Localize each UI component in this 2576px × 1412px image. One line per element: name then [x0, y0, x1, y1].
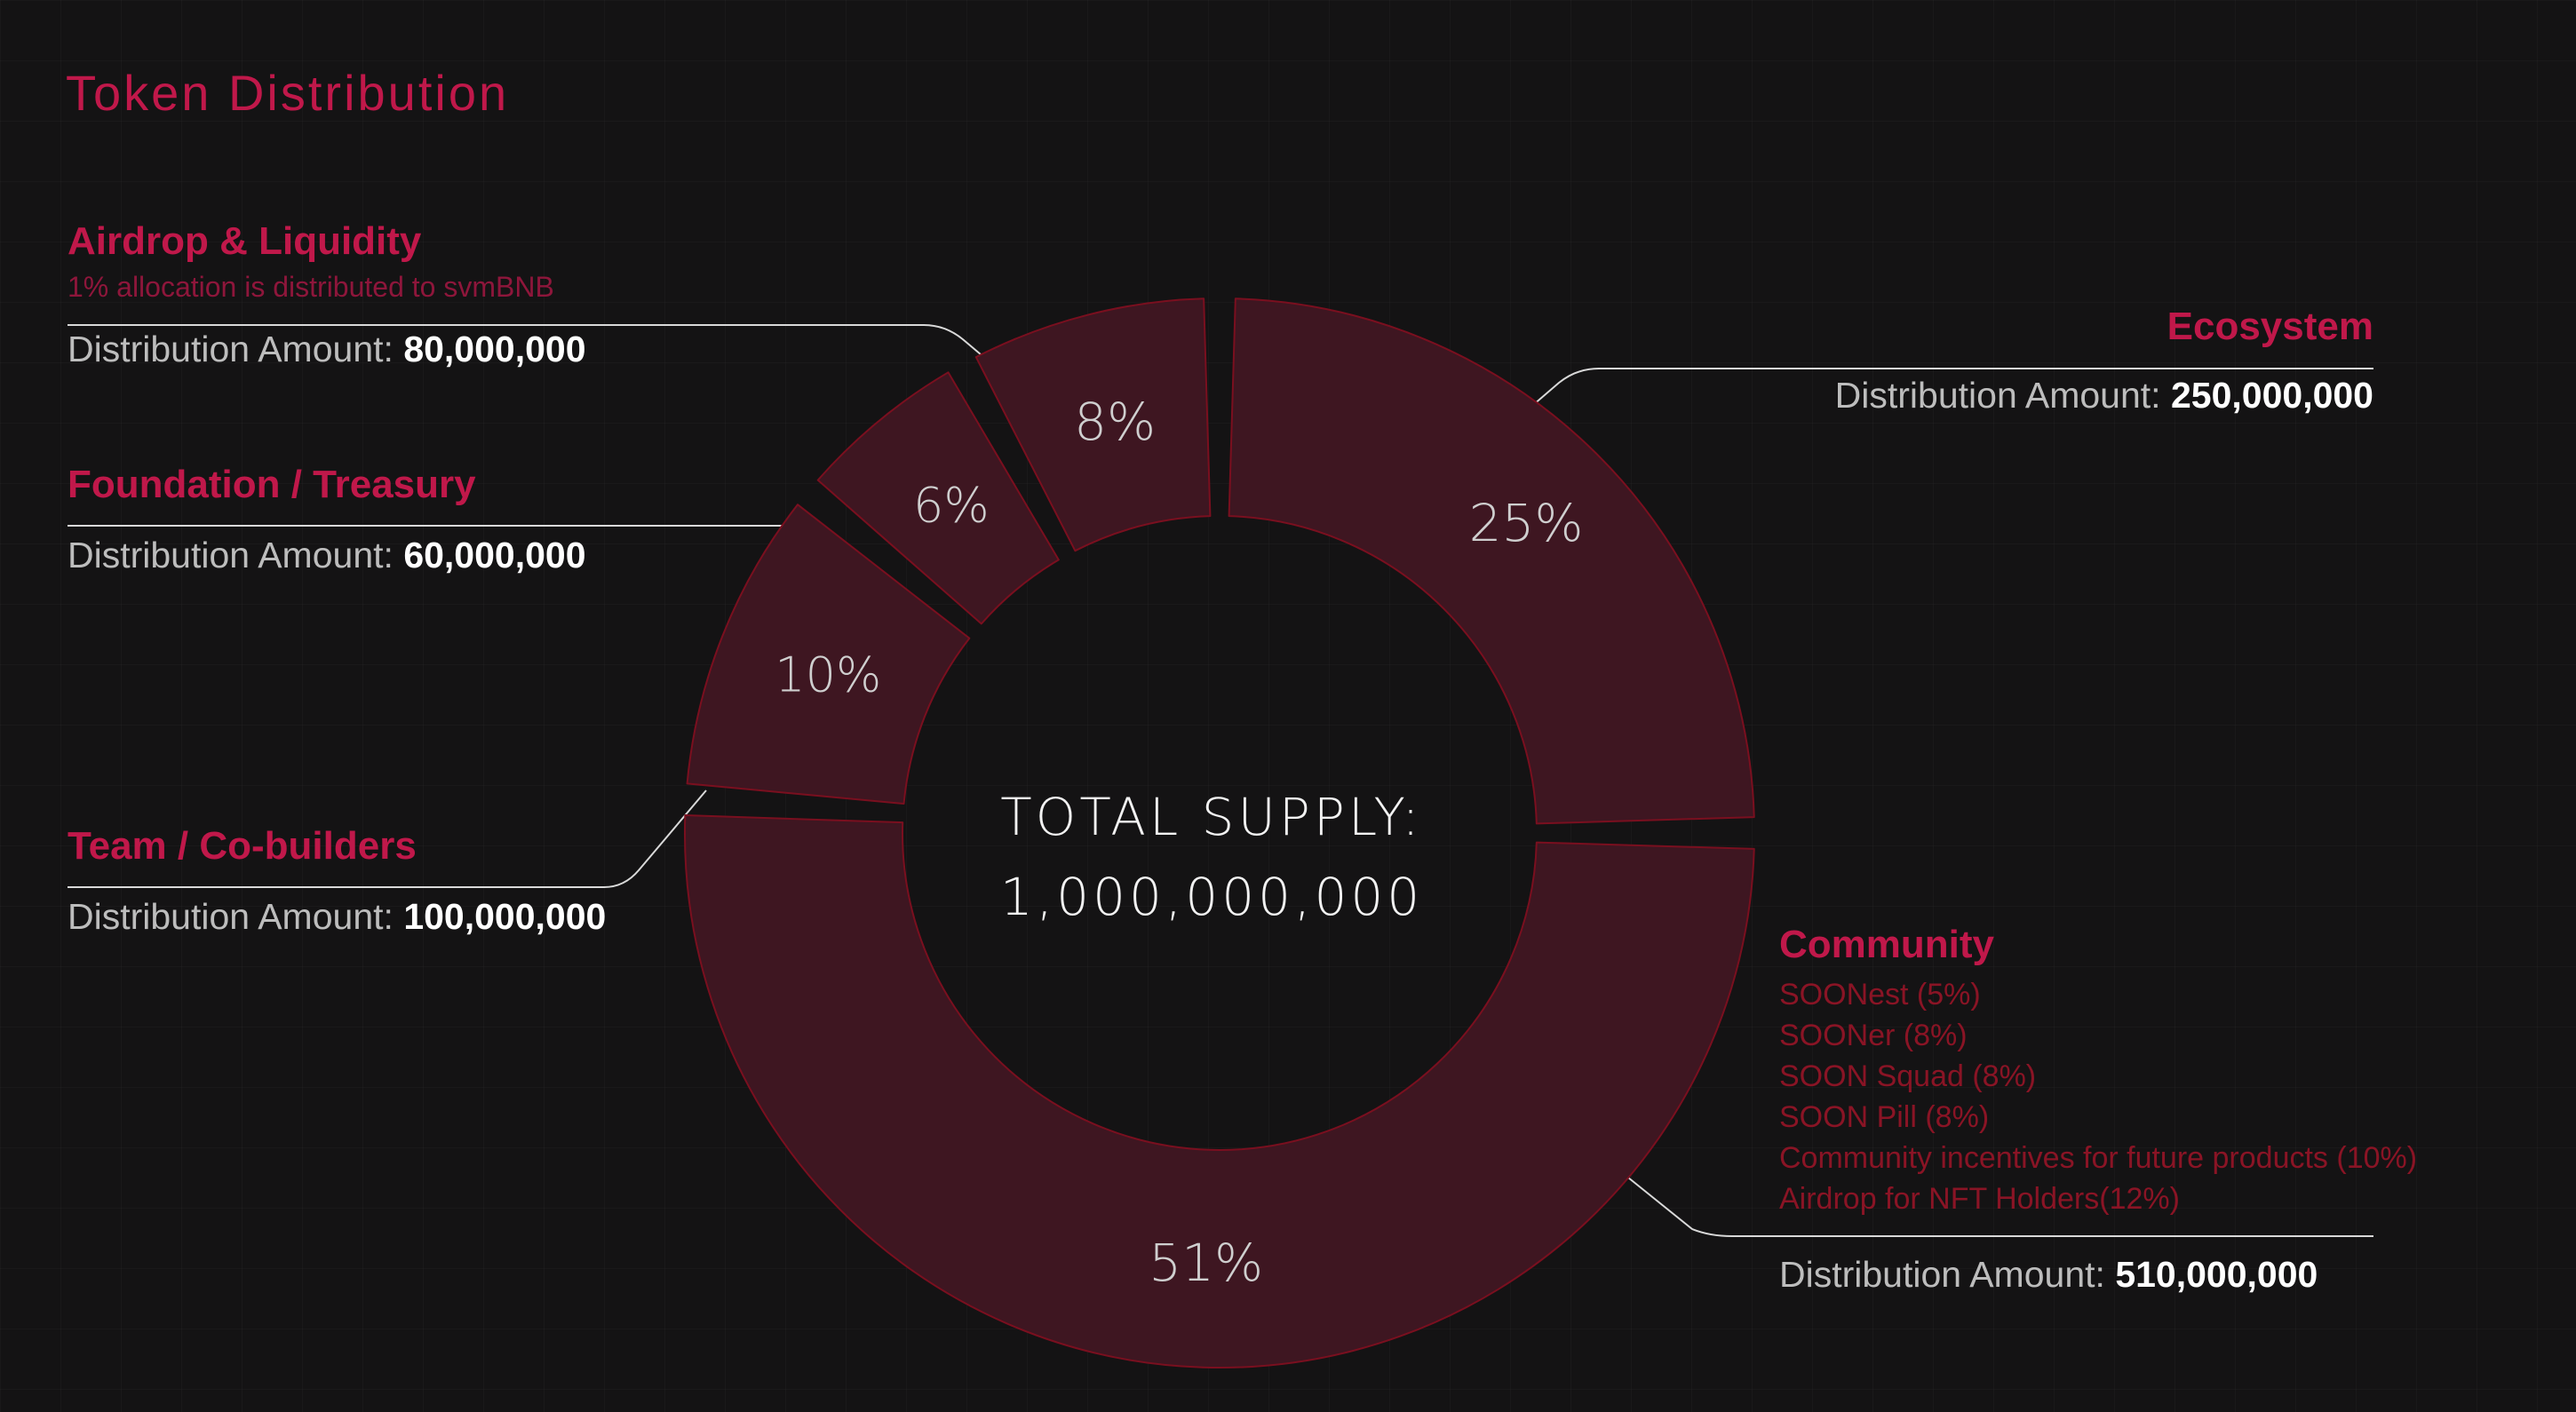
amount-value: 100,000,000 [403, 896, 607, 937]
list-item: Community incentives for future products… [1779, 1141, 2418, 1175]
slice-labels: 25% 51% 10% 6% 8% [775, 392, 1583, 1293]
slice-label: 10% [775, 647, 881, 702]
segment-airdrop-name: Airdrop & Liquidity [68, 219, 422, 263]
list-item: SOON Squad (8%) [1779, 1059, 2037, 1093]
amount-prefix: Distribution Amount: [68, 896, 394, 937]
total-supply: TOTAL SUPPLY: 1,000,000,000 [945, 777, 1478, 937]
community-breakdown-list: SOONest (5%) SOONer (8%) SOON Squad (8%)… [1779, 974, 2417, 1219]
amount-prefix: Distribution Amount: [68, 535, 394, 575]
page-title: Token Distribution [66, 65, 510, 121]
list-item: Airdrop for NFT Holders(12%) [1779, 1182, 2180, 1216]
segment-airdrop-note: 1% allocation is distributed to svmBNB [68, 271, 554, 303]
segment-ecosystem: Ecosystem Distribution Amount: 250,000,0… [1835, 302, 2373, 417]
segment-team: Team / Co-builders Distribution Amount: … [68, 821, 606, 939]
list-item: SOON Pill (8%) [1779, 1100, 1990, 1134]
amount-value: 60,000,000 [403, 535, 586, 575]
segment-airdrop-amount: Distribution Amount: 80,000,000 [68, 328, 586, 371]
slice-label: 8% [1074, 392, 1156, 452]
list-item: SOONest (5%) [1779, 978, 1981, 1011]
connector-community [1627, 1177, 2373, 1237]
segment-team-amount: Distribution Amount: 100,000,000 [68, 895, 606, 939]
amount-value: 250,000,000 [2170, 375, 2373, 416]
segment-foundation-amount: Distribution Amount: 60,000,000 [68, 534, 586, 577]
connector-ecosystem [1507, 368, 2373, 428]
list-item: SOONer (8%) [1779, 1019, 1968, 1052]
slice-airdrop-liquidity [974, 297, 1212, 552]
amount-prefix: Distribution Amount: [68, 329, 394, 369]
segment-community-name: Community [1779, 923, 1994, 966]
slice-label: 6% [913, 478, 990, 534]
amount-prefix: Distribution Amount: [1779, 1254, 2105, 1295]
segment-ecosystem-name: Ecosystem [2167, 305, 2373, 348]
segment-team-name: Team / Co-builders [68, 824, 417, 868]
amount-value: 510,000,000 [2115, 1254, 2318, 1295]
slice-ecosystem [1228, 297, 1755, 825]
segment-community-amount: Distribution Amount: 510,000,000 [1779, 1253, 2417, 1297]
slice-foundation-treasury [816, 371, 1060, 625]
segment-community: Community SOONest (5%) SOONer (8%) SOON … [1779, 920, 2417, 1297]
connector-team [68, 789, 707, 888]
amount-prefix: Distribution Amount: [1834, 375, 2161, 416]
slice-label: 51% [1149, 1233, 1263, 1293]
segment-foundation-name: Foundation / Treasury [68, 463, 476, 506]
slices [683, 297, 1755, 1369]
total-supply-label: TOTAL SUPPLY: [1000, 787, 1423, 847]
segment-ecosystem-amount: Distribution Amount: 250,000,000 [1835, 374, 2373, 417]
slice-team-co-builders [686, 504, 971, 805]
segment-foundation: Foundation / Treasury Distribution Amoun… [68, 460, 586, 577]
connector-airdrop [68, 324, 1016, 385]
amount-value: 80,000,000 [403, 329, 586, 369]
slice-community [683, 814, 1755, 1369]
slice-label: 25% [1469, 493, 1584, 553]
connector-lines [68, 324, 2373, 1237]
segment-airdrop: Airdrop & Liquidity 1% allocation is dis… [68, 217, 586, 371]
total-supply-value: 1,000,000,000 [999, 867, 1424, 927]
